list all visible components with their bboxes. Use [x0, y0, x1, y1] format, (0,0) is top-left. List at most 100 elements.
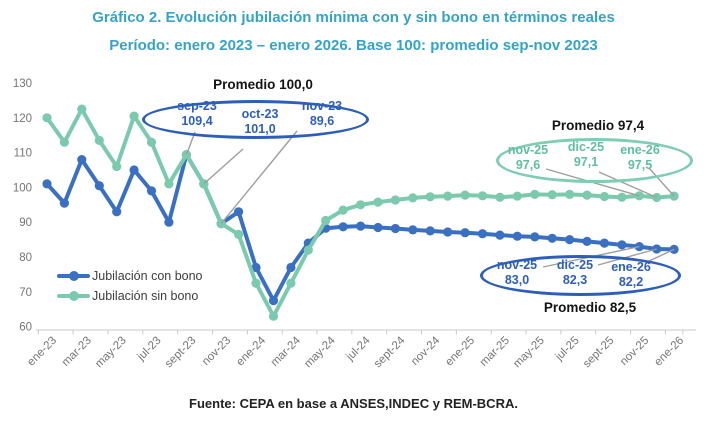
data-point-con-bono-ene-23 — [42, 179, 52, 189]
data-point-sin-bono-may-23 — [112, 161, 122, 172]
annotation-ellipse-sin-bono-end-icon — [496, 138, 693, 183]
x-axis-label: ene-26 — [652, 335, 686, 369]
data-point-sin-bono-oct-24 — [408, 193, 418, 203]
data-point-con-bono-mar-23 — [77, 155, 87, 165]
y-axis-label: 130 — [13, 78, 32, 90]
y-axis-label: 120 — [13, 113, 32, 125]
data-point-sin-bono-ago-24 — [373, 197, 383, 207]
data-point-sin-bono-oct-25 — [617, 192, 627, 202]
data-point-sin-bono-ene-25 — [460, 190, 470, 200]
data-point-con-bono-jun-23 — [129, 165, 139, 175]
data-point-con-bono-jul-25 — [565, 235, 575, 245]
x-axis-label: nov-24 — [409, 334, 443, 368]
annotation-title-base-period: Promedio 100,0 — [213, 77, 313, 92]
data-point-con-bono-dic-23 — [234, 207, 244, 217]
data-point-sin-bono-ene-23 — [42, 113, 52, 123]
data-point-sin-bono-jul-25 — [565, 189, 575, 199]
annotation-point-sin-bono-dic-25: dic-25 97,1 — [567, 140, 605, 169]
legend-swatch-sin-bono-icon — [57, 290, 90, 302]
data-point-sin-bono-ago-23 — [164, 179, 174, 189]
data-point-sin-bono-abr-23 — [94, 135, 104, 145]
data-point-con-bono-abr-23 — [94, 181, 104, 191]
data-point-con-bono-feb-25 — [477, 229, 488, 239]
x-axis-label: may-23 — [93, 335, 129, 371]
data-point-con-bono-ago-25 — [582, 236, 592, 246]
data-point-con-bono-may-23 — [112, 207, 122, 217]
data-point-con-bono-jul-23 — [146, 186, 157, 196]
data-point-con-bono-feb-23 — [59, 198, 69, 208]
y-axis-label: 90 — [19, 217, 32, 229]
legend-item-sin-bono: Jubilación sin bono — [57, 286, 203, 306]
data-point-sin-bono-nov-24 — [425, 192, 435, 202]
data-point-con-bono-jun-24 — [338, 222, 348, 232]
data-point-sin-bono-feb-25 — [477, 191, 488, 201]
data-point-sin-bono-jun-24 — [338, 205, 348, 215]
y-axis-label: 80 — [19, 252, 32, 264]
annotation-point-sin-bono-ene-26: ene-26 97,5 — [620, 143, 660, 172]
x-axis-label: jul-25 — [553, 335, 582, 364]
annotation-point-sin-bono-nov-25: nov-25 97,6 — [507, 143, 549, 172]
annotation-title-sin-bono-end: Promedio 97,4 — [551, 118, 645, 133]
data-point-con-bono-feb-24 — [268, 296, 279, 306]
data-point-con-bono-ago-24 — [373, 222, 383, 233]
x-axis-label: ene-24 — [234, 334, 268, 368]
data-point-con-bono-mar-25 — [495, 230, 505, 240]
data-point-sin-bono-mar-24 — [286, 278, 296, 288]
legend-item-con-bono: Jubilación con bono — [57, 266, 203, 286]
y-axis-label: 100 — [13, 182, 32, 194]
data-point-con-bono-jul-24 — [356, 221, 366, 231]
data-point-con-bono-oct-25 — [617, 240, 627, 250]
annotation-leader-line — [220, 130, 298, 225]
source-note: Fuente: CEPA en base a ANSES,INDEC y REM… — [189, 396, 518, 411]
data-point-sin-bono-mar-23 — [77, 104, 87, 114]
annotation-point-sep-23: sep-23 109,4 — [177, 99, 217, 128]
data-point-sin-bono-abr-24 — [303, 245, 313, 255]
x-axis-label: sept-25 — [581, 335, 617, 371]
data-point-con-bono-mar-24 — [286, 262, 296, 273]
y-axis-label: 70 — [19, 287, 32, 299]
data-point-sin-bono-dic-25 — [652, 192, 662, 203]
y-axis-label: 60 — [19, 322, 32, 334]
data-point-sin-bono-dic-23 — [234, 229, 244, 239]
x-axis-label: sept-24 — [372, 334, 408, 370]
legend-label-sin-bono: Jubilación sin bono — [92, 289, 199, 303]
annotation-leader-line — [646, 248, 675, 263]
y-axis-label: 110 — [14, 148, 32, 160]
data-point-con-bono-oct-24 — [408, 225, 418, 235]
legend-swatch-con-bono-icon — [57, 270, 90, 282]
data-point-sin-bono-jun-23 — [129, 111, 139, 121]
x-axis-label: may-25 — [511, 335, 547, 371]
data-point-sin-bono-jun-25 — [547, 190, 557, 200]
data-point-con-bono-jun-25 — [547, 233, 557, 243]
data-point-con-bono-dic-25 — [652, 244, 662, 254]
x-axis-label: nov-23 — [200, 335, 233, 368]
data-point-con-bono-ene-24 — [251, 262, 261, 273]
data-point-con-bono-abr-25 — [512, 231, 522, 241]
data-point-sin-bono-nov-25 — [634, 191, 644, 201]
data-point-sin-bono-jul-23 — [146, 137, 157, 147]
data-point-sin-bono-feb-24 — [268, 311, 279, 321]
data-point-con-bono-sep-25 — [599, 238, 610, 248]
legend: Jubilación con bono Jubilación sin bono — [57, 266, 203, 306]
chart-subtitle: Período: enero 2023 – enero 2026. Base 1… — [109, 37, 598, 54]
x-axis-label: ene-25 — [443, 335, 477, 369]
data-point-sin-bono-abr-25 — [512, 191, 522, 201]
x-axis-label: mar-25 — [478, 335, 512, 369]
x-axis-label: mar-23 — [60, 335, 94, 369]
data-point-con-bono-ene-25 — [460, 228, 470, 238]
data-point-con-bono-nov-24 — [425, 226, 435, 236]
data-point-sin-bono-sep-24 — [390, 195, 400, 205]
annotation-ellipse-base-period-icon — [142, 100, 369, 139]
chart-title: Gráfico 2. Evolución jubilación mínima c… — [92, 9, 615, 26]
data-point-con-bono-dic-24 — [443, 227, 453, 237]
x-axis-label: mar-24 — [269, 334, 304, 369]
data-point-sin-bono-mar-25 — [495, 192, 505, 202]
x-axis-label: nov-25 — [618, 335, 651, 368]
data-point-con-bono-sep-24 — [390, 223, 400, 234]
x-axis-label: ene-23 — [25, 335, 59, 369]
x-axis-label: jul-23 — [135, 335, 164, 364]
data-point-sin-bono-sep-25 — [599, 191, 610, 202]
data-point-con-bono-may-25 — [530, 232, 540, 242]
data-point-con-bono-nov-25 — [634, 242, 644, 252]
